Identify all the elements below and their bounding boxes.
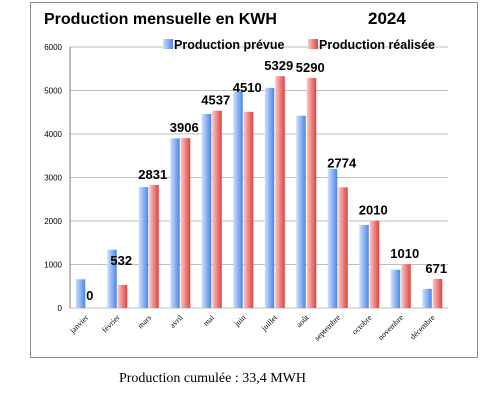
bar-prevue-10 bbox=[359, 224, 369, 308]
data-label: 671 bbox=[425, 261, 447, 276]
data-label: 2010 bbox=[359, 203, 388, 218]
bar-prevue-6 bbox=[233, 91, 243, 309]
data-label: 1010 bbox=[390, 246, 419, 261]
x-tick-label: septembre bbox=[313, 313, 343, 343]
data-label: 3906 bbox=[170, 120, 199, 135]
data-label: 2774 bbox=[327, 155, 357, 170]
bar-realisee-10 bbox=[369, 220, 380, 308]
y-tick-label: 4000 bbox=[44, 130, 62, 139]
bar-realisee-3 bbox=[149, 184, 159, 308]
bar-prevue-5 bbox=[201, 113, 212, 309]
bar-realisee-9 bbox=[338, 187, 348, 308]
bar-prevue-3 bbox=[138, 187, 149, 308]
bars bbox=[75, 76, 443, 309]
x-tick-label: novembre bbox=[376, 313, 405, 342]
x-tick-label: juin bbox=[232, 313, 248, 329]
legend-swatch-production-prevue bbox=[163, 39, 173, 49]
x-tick-label: décembre bbox=[408, 313, 437, 342]
y-tick-label: 3000 bbox=[44, 174, 62, 183]
bar-realisee-5 bbox=[212, 110, 222, 308]
x-tick-label: février bbox=[100, 313, 122, 335]
bar-prevue-8 bbox=[296, 115, 306, 308]
data-label: 5290 bbox=[296, 60, 325, 75]
chart-year: 2024 bbox=[368, 9, 406, 28]
legend-swatch-production-realisee bbox=[308, 39, 318, 49]
data-label: 0 bbox=[86, 288, 93, 303]
data-label: 4537 bbox=[201, 93, 230, 108]
chart-title: Production mensuelle en KWH bbox=[44, 11, 277, 28]
x-tick-label: août bbox=[295, 313, 312, 330]
bar-prevue-9 bbox=[327, 168, 338, 308]
y-tick-label: 5000 bbox=[44, 87, 62, 96]
y-tick-label: 0 bbox=[58, 304, 63, 313]
data-label: 4510 bbox=[233, 80, 262, 95]
bar-prevue-2 bbox=[107, 249, 117, 308]
bar-prevue-4 bbox=[170, 138, 180, 308]
x-tick-label: avril bbox=[168, 313, 185, 330]
grid bbox=[70, 46, 448, 309]
bar-prevue-7 bbox=[264, 87, 275, 308]
y-tick-label: 6000 bbox=[44, 43, 62, 52]
data-label: 532 bbox=[110, 253, 132, 268]
bar-prevue-11 bbox=[390, 269, 401, 308]
legend: Production prévue Production réalisée bbox=[163, 38, 435, 52]
bar-realisee-11 bbox=[401, 264, 411, 308]
x-tick-label: janvier bbox=[67, 313, 90, 336]
y-tick-label: 2000 bbox=[44, 217, 62, 226]
bar-realisee-8 bbox=[306, 77, 317, 308]
legend-label-production-realisee: Production réalisée bbox=[319, 38, 435, 52]
x-tick-label: octobre bbox=[350, 313, 374, 337]
bar-realisee-2 bbox=[117, 284, 128, 308]
bar-realisee-7 bbox=[275, 76, 285, 308]
bar-prevue-1 bbox=[75, 279, 86, 308]
data-label: 5329 bbox=[264, 58, 293, 73]
bar-realisee-12 bbox=[432, 278, 443, 308]
x-tick-label: mars bbox=[136, 313, 153, 330]
x-tick-label: juillet bbox=[259, 313, 280, 334]
x-tick-label: mai bbox=[201, 313, 216, 328]
legend-label-production-prevue: Production prévue bbox=[174, 38, 284, 52]
bar-realisee-4 bbox=[180, 138, 191, 308]
cumulative-production-text: Production cumulée : 33,4 MWH bbox=[118, 371, 307, 386]
data-label: 2831 bbox=[138, 167, 167, 182]
y-tick-label: 1000 bbox=[44, 261, 62, 270]
bar-prevue-12 bbox=[422, 288, 432, 308]
bar-realisee-6 bbox=[243, 111, 254, 308]
